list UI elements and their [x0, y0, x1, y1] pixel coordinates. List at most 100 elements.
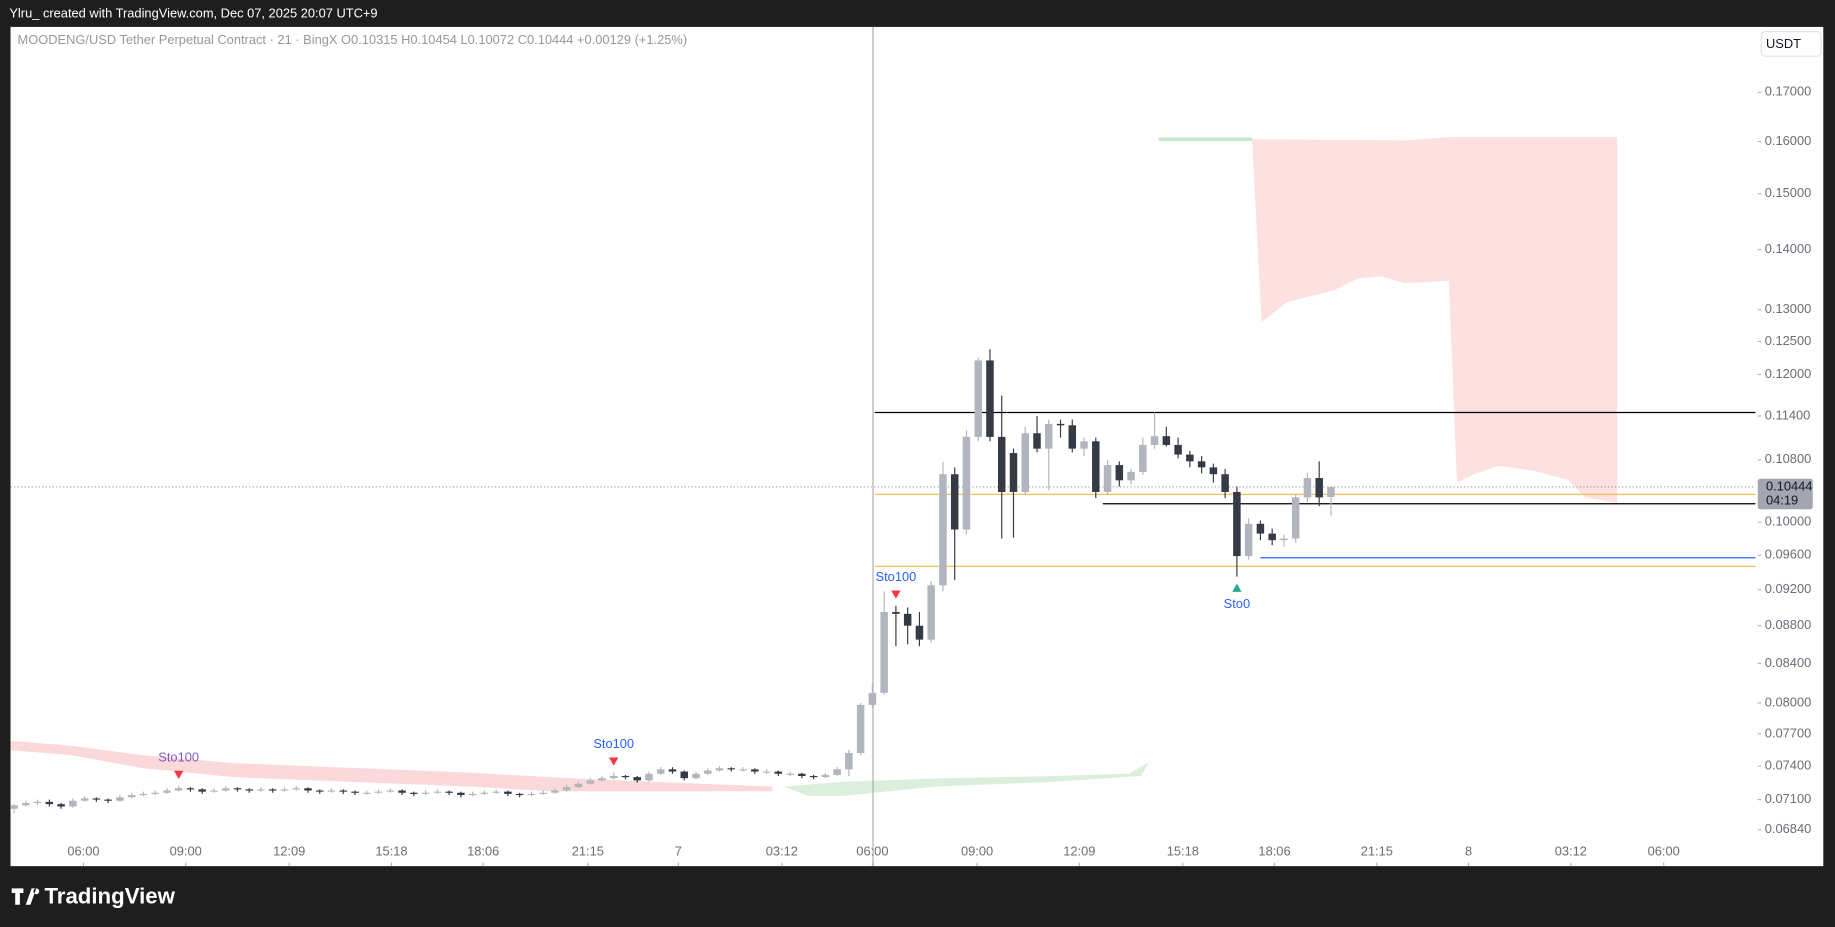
y-tick-label: 0.12500 [1765, 333, 1811, 348]
signal-label: Sto100 [876, 569, 917, 584]
candle-body [845, 753, 853, 770]
candle-body [903, 613, 912, 626]
candle-body [1221, 474, 1229, 492]
candle-body [10, 805, 18, 809]
countdown: 04:19 [1766, 492, 1798, 507]
candle-body [433, 791, 442, 793]
currency-box[interactable] [1760, 31, 1822, 57]
candle-body [186, 788, 195, 790]
y-tick-label: 0.09200 [1765, 581, 1811, 596]
candle-body [163, 790, 171, 793]
y-tick-label: 0.12000 [1765, 366, 1811, 381]
candle-body [1186, 454, 1194, 462]
x-tick-label: 06:00 [856, 843, 888, 858]
price-label: 0.10444 [1766, 478, 1812, 493]
candle-body [257, 789, 265, 791]
candle-body [1033, 433, 1041, 449]
candle-body [880, 612, 888, 693]
candle-body [868, 692, 877, 705]
candle-body [821, 774, 830, 778]
candle-body [1303, 478, 1312, 498]
candle-body [398, 790, 406, 793]
candle-body [45, 801, 54, 805]
candle-body [692, 773, 700, 779]
y-tick-label: 0.10800 [1765, 451, 1811, 466]
signal-marker [173, 770, 184, 779]
legend-high: H0.10454 [401, 32, 457, 47]
candle-body [268, 789, 277, 791]
candle-body [174, 788, 183, 791]
y-tick-label: 0.10000 [1765, 514, 1811, 529]
logo: TradingView [44, 884, 175, 909]
candle-body [856, 704, 865, 754]
candle-body [1021, 433, 1029, 492]
x-tick-label: 09:00 [961, 843, 993, 858]
candle-body [210, 790, 218, 792]
candle-body [480, 792, 489, 794]
cloud-red [10, 740, 773, 792]
candle-body [139, 793, 148, 796]
candle-body [668, 769, 677, 772]
candle-body [562, 787, 571, 791]
candle-body [997, 436, 1006, 492]
candle-body [22, 803, 30, 806]
y-tick-label: 0.11400 [1765, 407, 1811, 422]
y-tick-label: 0.07100 [1765, 791, 1811, 806]
legend-low: L0.10072 [460, 32, 514, 47]
candle-body [950, 474, 959, 530]
candle-body [1115, 465, 1124, 481]
candle-body [104, 799, 112, 801]
legend-symbol: MOODENG/USD Tether Perpetual Contract · … [18, 32, 338, 47]
y-tick-label: 0.09600 [1765, 547, 1811, 562]
candle-body [57, 804, 65, 807]
candle-body [927, 585, 935, 640]
candle-body [892, 612, 900, 614]
candle-body [92, 798, 101, 800]
candle-body [1139, 444, 1147, 472]
y-tick-label: 0.07400 [1765, 757, 1811, 772]
logo-icon [11, 888, 40, 905]
candle-body [363, 792, 371, 794]
candle-body [1080, 441, 1088, 449]
y-tick-label: 0.08400 [1765, 655, 1811, 670]
candle-body [539, 792, 547, 794]
candle-body [280, 789, 289, 791]
candle-body [374, 791, 383, 793]
legend-change: +0.00129 (+1.25%) [577, 32, 687, 47]
candle-body [939, 474, 947, 586]
candle-body [962, 436, 971, 530]
candle-body [633, 777, 641, 781]
candle-body [1103, 465, 1112, 492]
candle-body [245, 789, 253, 791]
candle-body [704, 770, 712, 774]
x-tick-label: 12:09 [1063, 843, 1095, 858]
candle-body [468, 793, 477, 796]
candle-body [621, 775, 630, 778]
y-tick-label: 0.07700 [1765, 725, 1811, 740]
x-tick-label: 15:18 [1167, 843, 1199, 858]
candle-body [221, 788, 230, 791]
candle-body [515, 793, 524, 796]
candle-body [527, 793, 536, 796]
candle-body [786, 773, 794, 775]
candle-body [1244, 523, 1253, 557]
candle-body [609, 775, 618, 779]
candle-body [727, 768, 736, 770]
x-tick-label: 21:15 [1361, 843, 1393, 858]
x-tick-label: 09:00 [170, 843, 202, 858]
candle-body [598, 778, 606, 781]
candle-body [1056, 423, 1065, 426]
candle-body [1150, 436, 1159, 445]
candle-body [304, 788, 312, 791]
cloud-green [784, 761, 1150, 796]
y-tick-label: 0.17000 [1765, 84, 1811, 99]
candle-body [116, 797, 124, 801]
candle-body [327, 790, 336, 792]
x-tick-label: 12:09 [273, 843, 305, 858]
candle-body [151, 792, 159, 794]
candle-body [645, 773, 653, 781]
candle-body [492, 791, 500, 793]
y-tick-label: 0.06840 [1765, 821, 1811, 836]
x-tick-label: 03:12 [766, 843, 798, 858]
candle-body [339, 790, 348, 792]
